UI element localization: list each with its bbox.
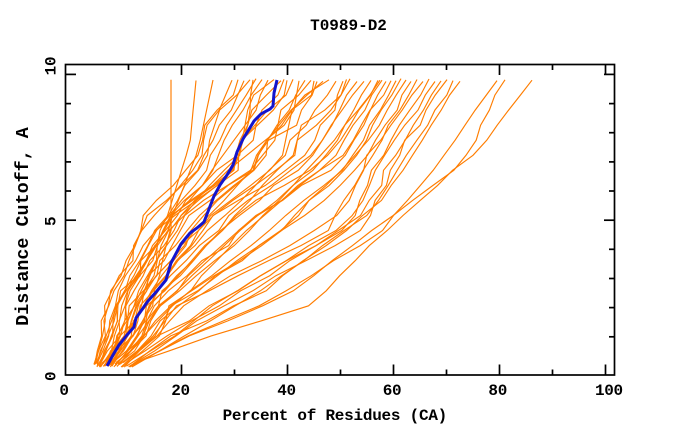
svg-text:100: 100	[595, 382, 623, 400]
svg-text:10: 10	[43, 57, 61, 76]
svg-text:0: 0	[43, 372, 61, 381]
svg-text:T0989-D2: T0989-D2	[310, 17, 387, 35]
svg-text:40: 40	[277, 382, 296, 400]
svg-text:80: 80	[488, 382, 507, 400]
svg-text:Percent of Residues (CA): Percent of Residues (CA)	[223, 407, 447, 425]
svg-text:5: 5	[43, 217, 61, 226]
svg-text:60: 60	[383, 382, 402, 400]
svg-text:Distance Cutoff, A: Distance Cutoff, A	[13, 126, 34, 326]
svg-text:20: 20	[171, 382, 190, 400]
svg-text:0: 0	[59, 382, 68, 400]
